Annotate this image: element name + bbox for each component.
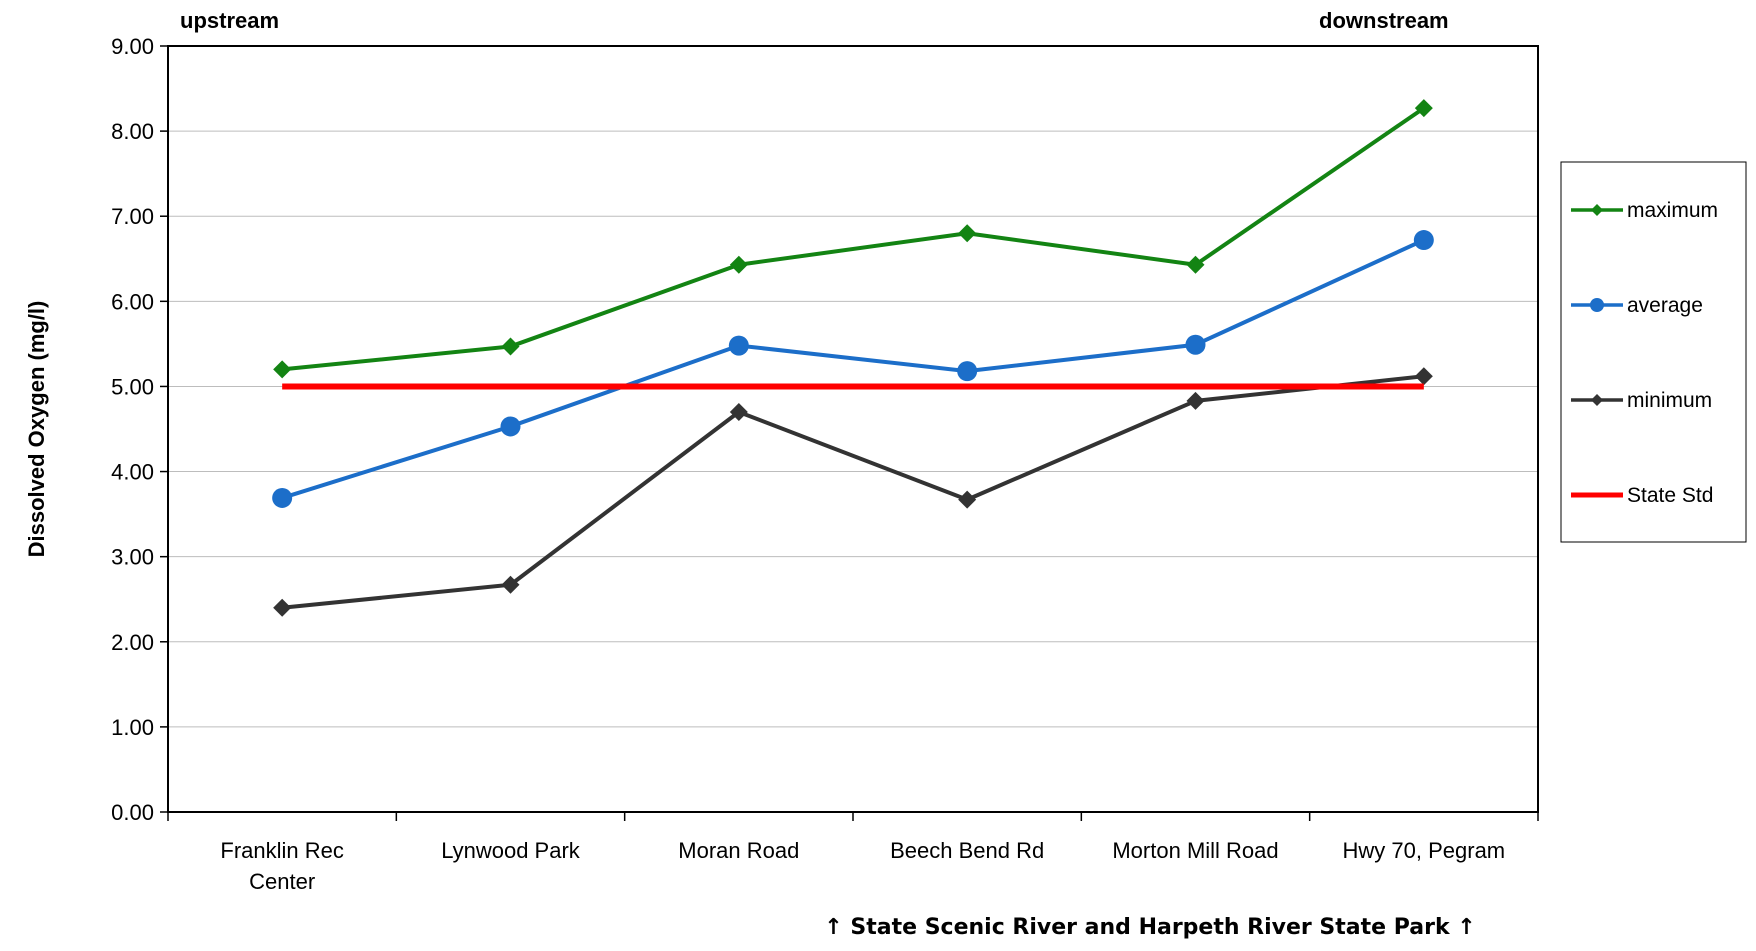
y-tick-label: 8.00 bbox=[111, 119, 154, 144]
data-point bbox=[1186, 255, 1205, 274]
data-point bbox=[501, 575, 520, 594]
legend-item-maximum: maximum bbox=[1571, 199, 1718, 222]
x-tick-label: Morton Mill Road bbox=[1112, 838, 1278, 863]
legend-label: average bbox=[1627, 294, 1703, 317]
y-axis-label: Dissolved Oxygen (mg/l) bbox=[24, 301, 49, 558]
plot-area-frame bbox=[167, 45, 1539, 813]
downstream-label: downstream bbox=[1319, 8, 1449, 33]
x-axis-ticks: Franklin Rec Center Lynwood Park Moran Road… bbox=[167, 812, 1539, 894]
series-average bbox=[272, 230, 1434, 508]
legend-swatch-marker bbox=[1590, 298, 1604, 312]
legend-item-minimum: minimum bbox=[1571, 389, 1712, 412]
data-point bbox=[729, 255, 748, 274]
y-axis-ticks: 0.00 1.00 2.00 3.00 4.00 5.00 6.00 7.00 8.00 9.00 bbox=[111, 34, 168, 825]
legend: maximum average minimum State Std bbox=[1560, 161, 1747, 543]
legend-label: maximum bbox=[1627, 199, 1718, 222]
data-point bbox=[729, 402, 748, 421]
data-point bbox=[500, 416, 521, 437]
y-tick-label: 2.00 bbox=[111, 630, 154, 655]
y-tick-label: 3.00 bbox=[111, 545, 154, 570]
legend-label: State Std bbox=[1627, 484, 1713, 507]
data-point bbox=[958, 224, 977, 243]
data-point bbox=[957, 361, 978, 382]
legend-box bbox=[1560, 161, 1747, 543]
data-point bbox=[273, 598, 292, 617]
series-minimum bbox=[273, 367, 1433, 617]
y-tick-label: 6.00 bbox=[111, 289, 154, 314]
data-point bbox=[1414, 99, 1433, 118]
series-maximum bbox=[273, 99, 1433, 379]
legend-swatch-marker bbox=[1591, 204, 1603, 216]
x-tick-label: Moran Road bbox=[678, 838, 799, 863]
series-line bbox=[281, 238, 1425, 500]
data-point bbox=[958, 490, 977, 509]
x-tick-label: Beech Bend Rd bbox=[890, 838, 1044, 863]
data-point bbox=[501, 337, 520, 356]
data-point bbox=[1414, 367, 1433, 386]
y-tick-label: 4.00 bbox=[111, 460, 154, 485]
data-point bbox=[1185, 334, 1206, 355]
series-line bbox=[281, 106, 1425, 372]
x-tick-label: Lynwood Park bbox=[441, 838, 581, 863]
y-tick-label: 1.00 bbox=[111, 715, 154, 740]
legend-item-average: average bbox=[1571, 294, 1703, 317]
legend-label: minimum bbox=[1627, 389, 1712, 412]
legend-item-state-std: State Std bbox=[1571, 484, 1713, 507]
series-line bbox=[281, 374, 1425, 610]
y-tick-label: 5.00 bbox=[111, 374, 154, 399]
data-point bbox=[1413, 230, 1434, 251]
data-point bbox=[272, 487, 293, 508]
state-park-note: ↑ State Scenic River and Harpeth River S… bbox=[824, 915, 1475, 940]
legend-swatch-marker bbox=[1591, 394, 1603, 406]
data-point bbox=[273, 360, 292, 379]
gridlines bbox=[168, 130, 1538, 728]
x-tick-label: Hwy 70, Pegram bbox=[1343, 838, 1506, 863]
data-point bbox=[1186, 391, 1205, 410]
y-tick-label: 7.00 bbox=[111, 204, 154, 229]
y-tick-label: 9.00 bbox=[111, 34, 154, 59]
upstream-label: upstream bbox=[180, 8, 279, 33]
x-tick-label: Franklin Rec Center bbox=[220, 838, 343, 894]
y-tick-label: 0.00 bbox=[111, 800, 154, 825]
data-point bbox=[728, 335, 749, 356]
series-layer bbox=[272, 99, 1434, 617]
